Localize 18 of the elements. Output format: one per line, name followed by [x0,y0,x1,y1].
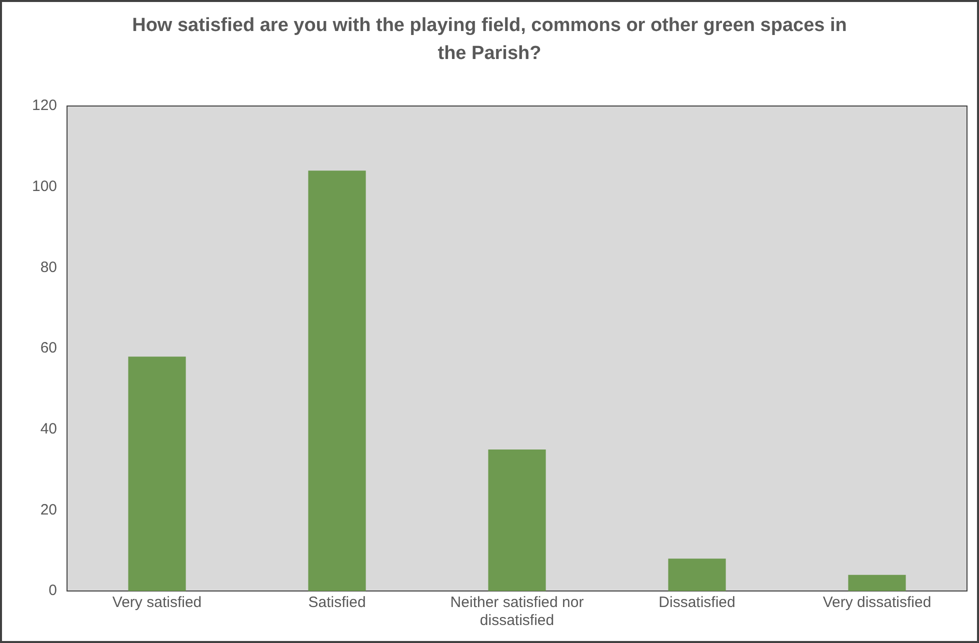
x-tick-label: Satisfied [308,594,366,612]
bar [668,558,726,591]
y-tick-label: 60 [40,340,58,357]
y-tick-label: 20 [40,501,58,518]
bar [128,356,186,591]
y-tick-label: 120 [32,97,58,114]
chart-title: How satisfied are you with the playing field, commons or other green spaces in the Parish? [131,14,848,66]
bar [848,574,906,591]
x-tick-label: Neither satisfied nor dissatisfied [450,594,584,630]
bar [488,450,546,591]
y-tick-label: 100 [32,178,58,195]
x-tick-label: Very dissatisfied [822,594,932,612]
y-tick-label: 0 [48,582,58,600]
y-tick-label: 80 [40,258,58,276]
y-tick-label: 40 [40,420,58,438]
bar [308,170,366,591]
x-tick-label: Very satisfied [112,594,202,612]
x-tick-label: Dissatisfied [658,594,736,612]
